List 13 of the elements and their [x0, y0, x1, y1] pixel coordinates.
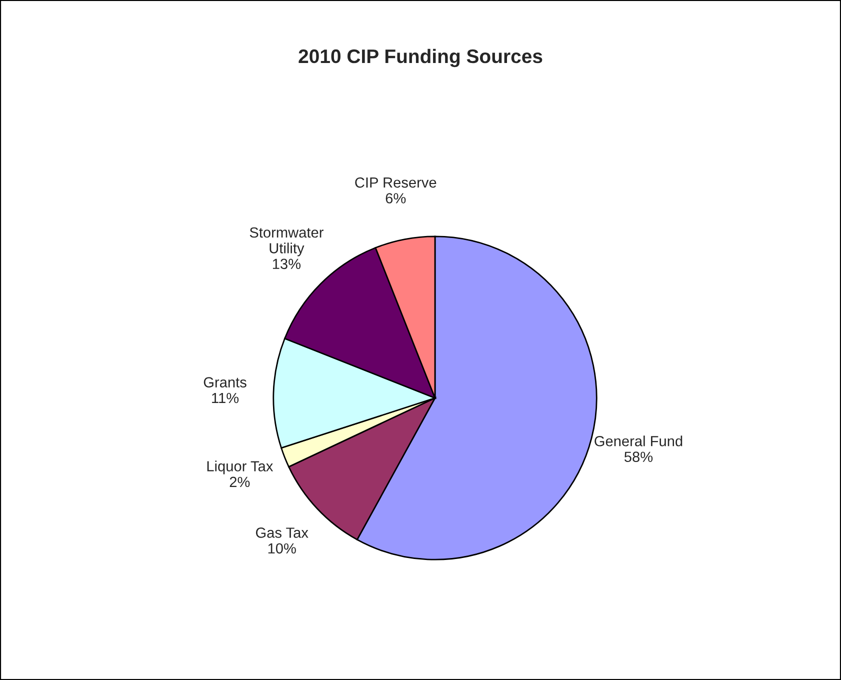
data-label: 2%: [230, 476, 250, 488]
slice-label: Liquor Tax: [207, 460, 274, 474]
chart-title: 2010 CIP Funding Sources: [298, 48, 542, 68]
slice-label: Grants: [204, 377, 246, 388]
slice-label: Stormwater Utility: [250, 227, 324, 256]
slice-label: Gas Tax: [256, 528, 308, 538]
data-label: 10%: [268, 543, 296, 554]
slice-label: General Fund: [594, 436, 682, 446]
data-label: 11%: [212, 392, 239, 404]
data-label: 58%: [624, 452, 653, 462]
slice-label: CIP Reserve: [355, 177, 436, 188]
data-label: 13%: [272, 258, 301, 270]
data-label: 6%: [386, 193, 406, 204]
